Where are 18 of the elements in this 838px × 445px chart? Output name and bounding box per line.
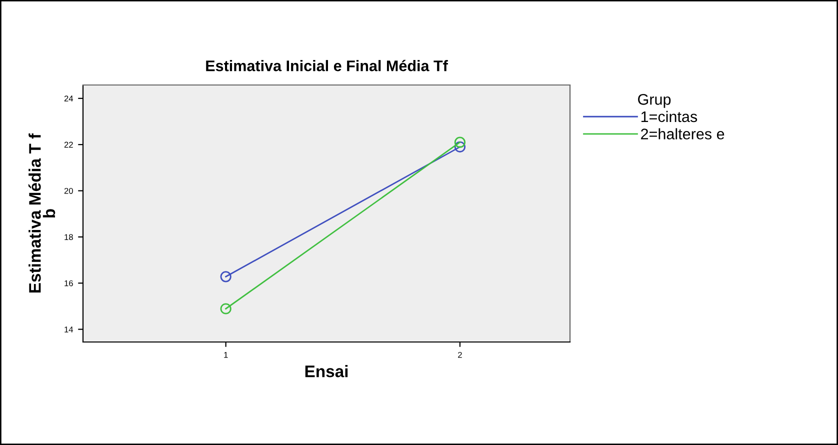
point <box>454 141 466 152</box>
legend-title: Grup <box>638 94 671 108</box>
chart-title: Estimativa Inicial e Final Média Tf <box>206 60 448 72</box>
y-tick-label: 18 <box>64 234 73 240</box>
legend-label: 2=halteres e <box>641 128 724 140</box>
point <box>220 303 232 314</box>
y-tick-label: 20 <box>64 188 73 194</box>
point <box>220 271 232 282</box>
y-tick-label: 22 <box>64 142 73 148</box>
y-tick-label: 14 <box>64 326 74 332</box>
y-tick-label: 24 <box>64 96 74 102</box>
y-tick-label: 16 <box>64 280 73 286</box>
x-axis-title: Ensai <box>305 365 348 378</box>
legend-label: 1=cintas <box>641 110 698 122</box>
y-axis-title: Estimativa Média T f b <box>28 133 56 292</box>
x-tick-label: 2 <box>458 352 462 358</box>
x-tick-label: 1 <box>224 352 228 358</box>
point <box>454 136 466 148</box>
